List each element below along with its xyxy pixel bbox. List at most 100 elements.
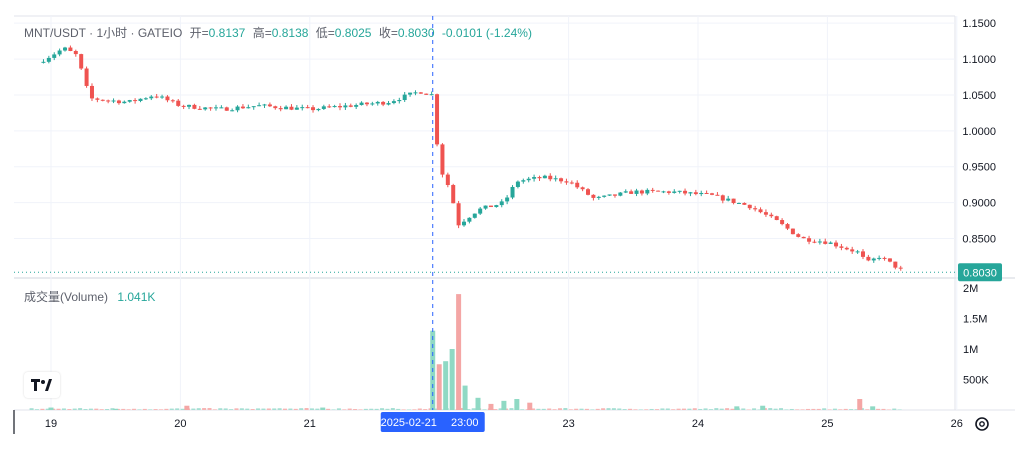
volume-bar (113, 409, 118, 410)
candle-body (90, 86, 94, 98)
volume-bar (100, 409, 104, 410)
volume-bar (391, 408, 395, 410)
gear-icon[interactable] (972, 414, 992, 434)
candle-body (370, 103, 374, 104)
candle-body (284, 107, 288, 109)
candle-body (74, 51, 78, 54)
volume-bar (218, 408, 222, 410)
candle-body (257, 105, 261, 106)
volume-bar (450, 349, 455, 410)
candle-body (537, 177, 541, 178)
volume-bar (709, 409, 713, 410)
tradingview-logo-icon[interactable] (24, 372, 60, 398)
volume-bar (865, 409, 869, 410)
candle-body (419, 92, 423, 93)
volume-bar (67, 409, 71, 410)
volume-bar (299, 408, 303, 410)
open-label: 开= (190, 26, 209, 40)
candle-body (850, 249, 854, 251)
last-price-label: 0.8030 (963, 267, 997, 279)
volume-bar (256, 408, 260, 410)
candle-body (823, 241, 827, 243)
volume-bar (348, 409, 352, 410)
candle-body (780, 220, 784, 224)
grid (14, 16, 1015, 410)
time-tick-label: 21 (304, 418, 316, 430)
candle-body (672, 192, 676, 193)
candle-body (527, 179, 531, 180)
low-value: 0.8025 (335, 26, 372, 40)
candle-body (829, 243, 833, 244)
volume-bar (380, 408, 384, 410)
volume-bar (73, 409, 77, 410)
candle-body (613, 194, 617, 195)
volume-bar (547, 409, 551, 410)
candle-body (834, 243, 838, 247)
volume-bar (154, 409, 158, 410)
volume-bar (725, 408, 729, 410)
volume-bar (482, 409, 486, 410)
volume-bar (40, 409, 44, 410)
candle-body (883, 258, 887, 259)
volume-bar (527, 403, 532, 410)
time-tick-label: 26 (951, 418, 963, 430)
volume-bars (30, 294, 902, 410)
candle-body (608, 194, 612, 195)
candle-body (683, 191, 687, 194)
candle-body (133, 100, 137, 101)
volume-bar (741, 408, 745, 410)
candle-body (667, 191, 671, 193)
candle-body (748, 205, 752, 208)
candle-body (845, 248, 849, 249)
volume-bar (288, 409, 292, 410)
candle-body (397, 100, 401, 101)
candle-body (764, 212, 768, 215)
volume-bar (644, 409, 648, 410)
volume-tick-label: 1M (963, 344, 978, 356)
price-tick-label: 0.9000 (962, 198, 996, 210)
volume-bar (181, 409, 185, 410)
candle-body (721, 195, 725, 200)
candle-body (349, 105, 353, 106)
volume-bar (801, 409, 805, 410)
volume-bar (78, 408, 82, 410)
volume-bar (898, 409, 902, 410)
volume-bar (660, 408, 664, 410)
volume-bar (175, 408, 179, 410)
candle-body (888, 258, 892, 261)
change-value: -0.0101 (-1.24%) (442, 26, 532, 40)
volume-bar (423, 409, 427, 410)
time-tick-label: 20 (174, 418, 186, 430)
candle-body (877, 258, 881, 259)
volume-bar (132, 409, 136, 410)
candle-body (591, 195, 595, 198)
volume-bar (501, 401, 506, 410)
candle-body (79, 54, 83, 68)
volume-bar (127, 409, 131, 410)
volume-bar (364, 409, 368, 410)
candle-body (139, 99, 143, 101)
volume-bar (520, 409, 524, 410)
candle-body (273, 106, 277, 108)
volume-bar (828, 409, 832, 410)
candle-body (333, 106, 337, 107)
candle-body (322, 106, 326, 109)
volume-bar (677, 409, 681, 410)
candle-body (866, 257, 870, 261)
candle-body (500, 201, 504, 205)
candle-body (769, 215, 773, 216)
volume-bar (509, 408, 513, 410)
candle-body (354, 105, 358, 107)
candle-body (688, 192, 692, 193)
volume-bar (94, 409, 98, 410)
volume-tick-label: 2M (963, 283, 978, 295)
candle-body (187, 105, 191, 107)
volume-bar (418, 408, 422, 410)
candle-body (392, 101, 396, 103)
volume-bar (536, 409, 540, 410)
volume-bar (137, 409, 141, 410)
price-tick-label: 1.0000 (962, 126, 996, 138)
candle-body (651, 190, 655, 191)
candle-body (381, 102, 385, 105)
